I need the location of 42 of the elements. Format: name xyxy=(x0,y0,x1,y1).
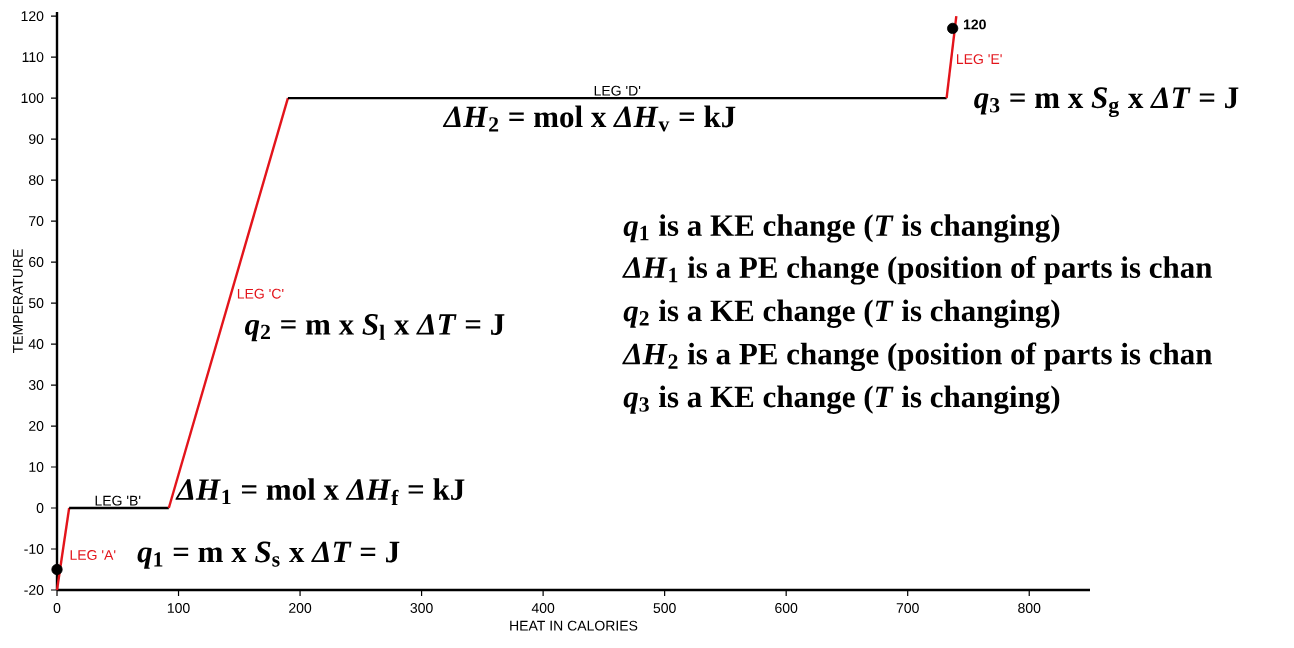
x-tick-label: 600 xyxy=(775,603,798,613)
annotation: q$_{1}$ is a KE change (T is changing) xyxy=(623,214,1060,243)
annotation: ΔH$_{1}$ = mol x ΔH$_{f}$ = kJ xyxy=(175,478,465,506)
annotation: q$_{3}$ is a KE change (T is changing) xyxy=(623,385,1060,414)
y-tick-label: 100 xyxy=(21,93,44,104)
y-tick-label: 0 xyxy=(36,503,44,513)
y-tick-label: 110 xyxy=(22,52,44,63)
x-axis-title: HEAT IN CALORIES xyxy=(510,620,638,631)
x-tick-label: 700 xyxy=(896,603,919,613)
annotation: q$_{3}$ = m x S$_{g}$ x ΔT = J xyxy=(974,87,1239,118)
y-tick-label: 120 xyxy=(21,11,44,22)
x-tick-label: 0 xyxy=(53,603,61,613)
y-tick-label: 20 xyxy=(29,421,44,431)
y-tick-label: 40 xyxy=(28,339,44,349)
x-tick-label: 200 xyxy=(289,603,312,613)
annotation: 120 xyxy=(963,19,986,30)
annotation: q$_{2}$ is a KE change (T is changing) xyxy=(623,299,1060,328)
y-tick-label: 10 xyxy=(29,462,44,472)
annotation: LEG 'D' xyxy=(594,85,641,96)
x-tick-label: 100 xyxy=(167,603,190,613)
y-tick-label: 90 xyxy=(29,134,44,145)
y-tick-label: 80 xyxy=(28,175,44,186)
annotation: q$_{2}$ = m x S$_{l}$ x ΔT = J xyxy=(244,314,505,342)
annotation: ΔH$_{2}$ is a PE change (position of parts is chan xyxy=(622,342,1213,372)
annotation: LEG 'E' xyxy=(957,54,1002,65)
annotation: ΔH$_{2}$ = mol x ΔH$_{v}$ = kJ xyxy=(442,105,736,132)
y-tick-label: 70 xyxy=(29,216,44,227)
annotation: LEG 'C' xyxy=(237,288,284,299)
y-tick-label: 30 xyxy=(28,380,44,390)
y-tick-label: -20 xyxy=(24,585,44,595)
x-tick-label: 800 xyxy=(1018,603,1041,613)
annotation: LEG 'A' xyxy=(70,550,116,560)
y-tick-label: 60 xyxy=(29,257,44,267)
y-tick-label: 50 xyxy=(28,298,44,308)
annotation: q$_{1}$ = m x S$_{s}$ x ΔT = J xyxy=(137,541,400,569)
x-tick-label: 300 xyxy=(410,603,433,613)
y-axis-title: TEMPERATURE xyxy=(13,249,23,354)
x-tick-label: 400 xyxy=(531,603,555,613)
x-tick-label: 500 xyxy=(653,603,676,613)
annotation: LEG 'B' xyxy=(95,495,141,506)
y-tick-label: -10 xyxy=(24,544,44,554)
annotation: ΔH$_{1}$ is a PE change (position of parts is chan xyxy=(622,255,1213,285)
